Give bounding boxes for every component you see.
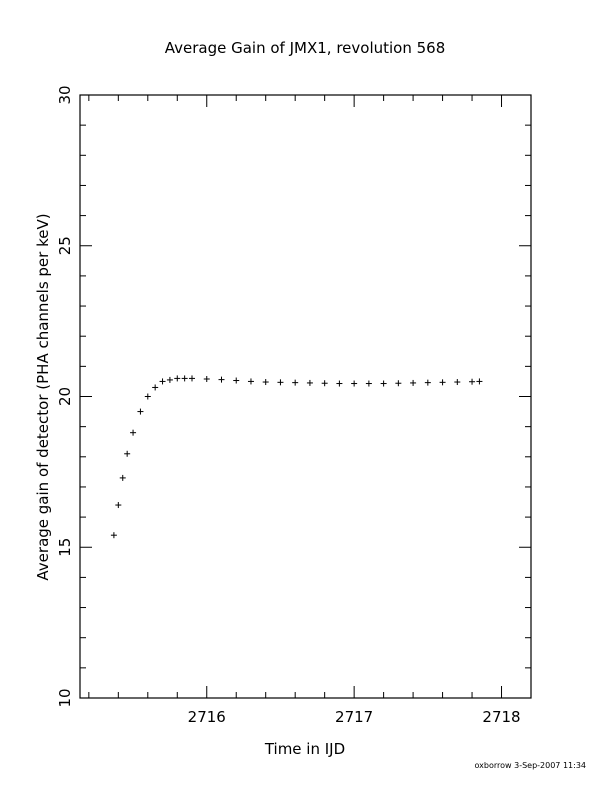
axis-ticks [80,94,532,699]
x-tick-label: 2718 [482,708,520,726]
data-point [218,376,225,383]
tick-labels: 2716 2717 2718 10 15 20 25 30 [56,85,521,726]
data-point [115,502,122,509]
data-point [159,378,166,385]
y-tick-label: 15 [56,538,74,557]
data-point [292,379,299,386]
data-point [469,378,476,385]
data-point [137,408,144,415]
data-point [262,379,269,386]
footer-stamp: oxborrow 3-Sep-2007 11:34 [475,761,587,770]
x-tick-label: 2716 [188,708,226,726]
data-point [181,375,188,382]
data-point [166,376,173,383]
x-tick-label: 2717 [335,708,373,726]
data-point [233,377,240,384]
data-point [439,379,446,386]
data-point [247,378,254,385]
y-tick-label: 25 [56,236,74,255]
data-point [203,376,210,383]
data-point [174,375,181,382]
data-point [336,380,343,387]
data-points [110,375,483,539]
data-point [380,380,387,387]
y-tick-label: 30 [56,85,74,104]
data-point [189,375,196,382]
y-tick-label: 20 [56,387,74,406]
data-point [124,450,131,457]
x-axis-label: Time in IJD [264,740,345,758]
y-axis-label: Average gain of detector (PHA channels p… [34,213,52,580]
chart-title: Average Gain of JMX1, revolution 568 [165,39,446,57]
data-point [321,380,328,387]
data-point [454,379,461,386]
y-tick-label: 10 [56,688,74,707]
data-point [306,379,313,386]
data-point [152,384,159,391]
data-point [277,379,284,386]
data-point [110,532,117,539]
data-point [144,393,151,400]
data-point [476,378,483,385]
data-point [351,380,358,387]
data-point [424,379,431,386]
data-point [365,380,372,387]
data-point [410,379,417,386]
data-point [119,474,126,481]
data-point [130,429,137,436]
data-point [395,380,402,387]
